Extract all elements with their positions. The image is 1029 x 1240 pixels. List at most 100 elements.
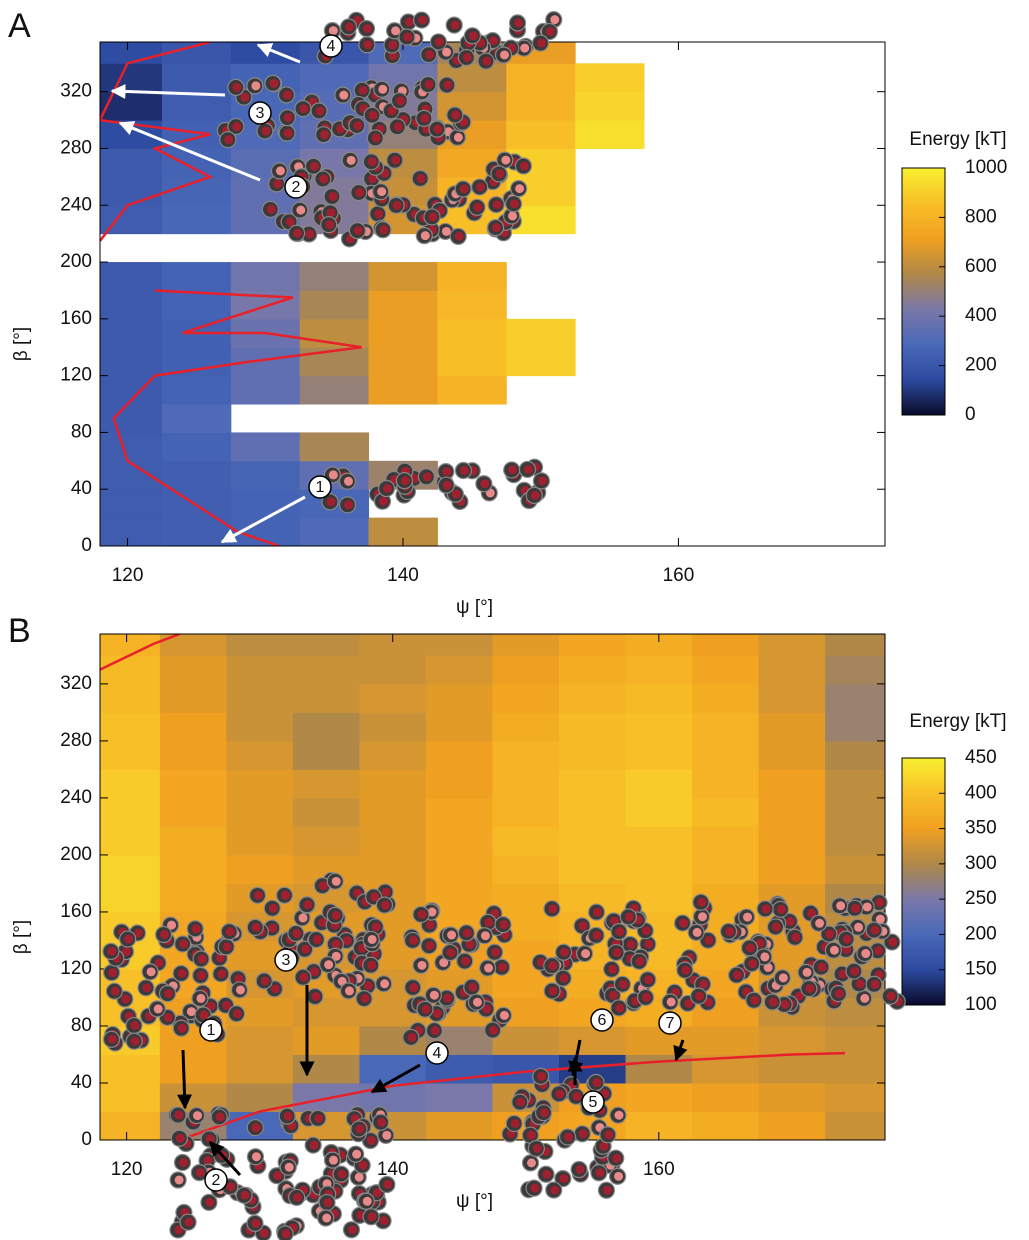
heat-cell [575, 63, 645, 93]
heat-cell [425, 769, 493, 799]
heat-cell [161, 347, 232, 377]
nucleosome-core [130, 1021, 140, 1031]
heat-cell [100, 1054, 161, 1084]
nucleosome-core [395, 96, 405, 106]
nucleosome-core [492, 200, 502, 210]
nucleosome-core [358, 1160, 368, 1170]
nucleosome-core [761, 904, 771, 914]
heat-cell [292, 634, 360, 656]
nucleosome-core [233, 1009, 243, 1019]
heat-cell [692, 797, 760, 827]
nucleosome-core [772, 922, 782, 932]
heat-cell [425, 712, 493, 742]
heat-cell [159, 634, 227, 656]
colorbar-tick-label: 200 [965, 923, 997, 944]
nucleosome-core [353, 226, 363, 236]
heat-cell [625, 1054, 693, 1084]
nucleosome-core [854, 922, 864, 932]
nucleosome-core [383, 483, 393, 493]
heat-cell [100, 769, 161, 799]
heat-cell [625, 1082, 693, 1112]
nucleosome-core [838, 969, 848, 979]
nucleosome-core [442, 480, 452, 490]
nucleosome-core [829, 945, 839, 955]
heat-cell [161, 375, 232, 405]
nucleosome-core [339, 90, 349, 100]
heat-cell [758, 1082, 826, 1112]
heat-cell [359, 740, 427, 770]
nucleosome-core [427, 907, 437, 917]
nucleosome-core [403, 32, 413, 42]
nucleosome-core [527, 1158, 537, 1168]
nucleosome-core [107, 946, 117, 956]
nucleosome-core [484, 963, 494, 973]
heat-cell [299, 290, 370, 320]
heat-cell [825, 826, 885, 856]
nucleosome-core [203, 1156, 213, 1166]
heat-cell [425, 854, 493, 884]
plot-frame [99, 633, 886, 1141]
nucleosome-core [578, 1129, 588, 1139]
heat-cell [100, 683, 161, 713]
nucleosome-core [378, 84, 388, 94]
nucleosome-core [888, 937, 898, 947]
heat-cell [226, 655, 294, 685]
nucleosome-core [322, 1213, 332, 1223]
nucleosome-core [461, 956, 471, 966]
heat-cell [425, 740, 493, 770]
nucleosome-core [251, 81, 261, 91]
nucleosome-core [362, 1196, 372, 1206]
panel-label: B [8, 612, 31, 650]
heat-cell [161, 91, 232, 121]
nucleosome-core [328, 1155, 338, 1165]
nucleosome-core [326, 208, 336, 218]
nucleosome-core [318, 881, 328, 891]
nucleosome-core [254, 890, 264, 900]
nucleosome-core [217, 969, 227, 979]
nucleosome-core [434, 37, 444, 47]
heat-cell [575, 120, 645, 149]
heat-cell [292, 712, 360, 742]
nucleosome-core [560, 947, 570, 957]
nucleosome-core [836, 901, 846, 911]
nucleosome-core [130, 1036, 140, 1046]
heat-cell [758, 683, 826, 713]
nucleosome-core [548, 961, 558, 971]
heat-cell [230, 489, 301, 519]
heat-cell [100, 1082, 161, 1112]
nucleosome-core [817, 962, 827, 972]
nucleosome-core [324, 960, 334, 970]
nucleosome-core [391, 155, 401, 165]
nucleosome-core [271, 984, 281, 994]
nucleosome-core [499, 1010, 509, 1020]
nucleosome-core [328, 470, 338, 480]
nucleosome-core [441, 226, 451, 236]
nucleosome-core [850, 966, 860, 976]
heat-cell [226, 683, 294, 713]
colorbar [901, 757, 946, 1006]
x-tick-label: 140 [377, 1159, 409, 1180]
nucleosome-core [108, 968, 118, 978]
heat-cell [226, 797, 294, 827]
nucleosome-core [251, 1152, 261, 1162]
heat-cell [100, 290, 163, 320]
nucleosome-core [283, 113, 293, 123]
heat-cell [226, 769, 294, 799]
nucleosome-core [380, 979, 390, 989]
nucleosome-core [695, 991, 705, 1001]
nucleosome-core [855, 979, 865, 989]
heat-cell [368, 262, 438, 291]
nucleosome-core [495, 169, 505, 179]
heat-cell [425, 826, 493, 856]
molecule [246, 871, 397, 1008]
nucleosome-core [293, 1192, 303, 1202]
nucleosome-core [733, 970, 743, 980]
nucleosome-core [325, 220, 335, 230]
nucleosome-core [559, 1174, 569, 1184]
nucleosome-core [206, 1001, 216, 1011]
annotation-circle [248, 101, 272, 125]
nucleosome-core [514, 18, 524, 28]
nucleosome-core [442, 467, 452, 477]
annotation-circle [581, 1090, 605, 1114]
nucleosome-core [870, 925, 880, 935]
